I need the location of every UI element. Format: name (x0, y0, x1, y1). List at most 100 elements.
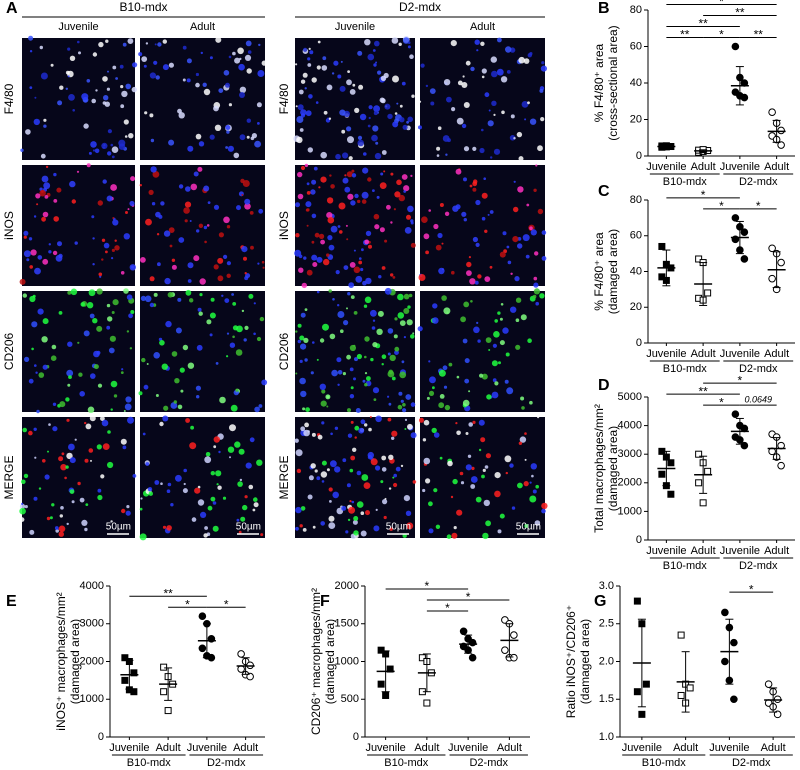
micrograph-texture (249, 211, 254, 215)
micrograph-texture (375, 141, 379, 145)
x-tick-label: Adult (691, 545, 716, 557)
row-label: MERGE (2, 455, 16, 499)
micrograph-texture (370, 357, 374, 362)
micrograph-texture (248, 293, 254, 299)
micrograph-texture (120, 438, 127, 445)
micrograph-texture (342, 177, 349, 184)
micrograph-texture (381, 467, 387, 472)
micrograph-texture (79, 391, 85, 397)
micrograph-texture (36, 203, 39, 206)
micrograph-texture (37, 255, 43, 260)
data-point (633, 597, 641, 605)
significance-label: * (185, 597, 190, 611)
micrograph-texture (488, 109, 491, 112)
micrograph-texture (153, 60, 158, 65)
micrograph-texture (65, 397, 70, 402)
micrograph-texture (125, 510, 131, 516)
micrograph-texture (329, 174, 332, 177)
micrograph-texture (514, 276, 520, 282)
micrograph-texture (360, 530, 367, 537)
micrograph-texture (354, 425, 360, 431)
micrograph-texture (125, 396, 132, 403)
micrograph-texture (45, 165, 49, 169)
micrograph-texture (34, 267, 41, 275)
micrograph-texture (418, 274, 426, 281)
micrograph-texture (110, 520, 113, 523)
micrograph-texture (381, 363, 384, 366)
micrograph-texture (363, 152, 367, 156)
micrograph-texture (347, 193, 354, 200)
data-point (160, 663, 168, 671)
group-label: B10-mdx (384, 757, 429, 769)
micrograph-texture (354, 436, 357, 439)
micrograph-texture (541, 508, 546, 514)
micrograph-texture (339, 230, 343, 234)
micrograph-texture (493, 331, 500, 338)
micrograph-texture (316, 476, 321, 481)
micrograph-texture (131, 86, 137, 93)
micrograph-texture (374, 152, 382, 160)
micrograph-texture (437, 126, 442, 130)
micrograph-texture (420, 63, 425, 68)
micrograph-texture (297, 193, 304, 200)
micrograph-texture (477, 274, 482, 279)
micrograph-texture (463, 301, 470, 308)
micrograph-texture (69, 457, 76, 464)
micrograph-texture (389, 527, 393, 531)
micrograph-texture (65, 70, 70, 75)
micrograph-texture (47, 450, 49, 453)
micrograph-texture (366, 376, 371, 381)
micrograph-texture (451, 107, 456, 112)
micrograph-texture (478, 419, 485, 426)
micrograph-texture (42, 258, 49, 265)
micrograph-texture (328, 289, 332, 293)
significance-label: ** (698, 384, 708, 398)
micrograph-texture (372, 342, 378, 348)
micrograph-texture (485, 520, 491, 527)
significance-label: * (719, 0, 724, 9)
micrograph-texture (189, 298, 194, 303)
micrograph-texture (397, 404, 403, 410)
micrograph-texture (206, 224, 210, 227)
micrograph-texture (123, 410, 126, 412)
micrograph-texture (463, 177, 467, 182)
micrograph-texture (328, 117, 332, 120)
micrograph-texture (428, 360, 431, 363)
micrograph-texture (380, 172, 384, 176)
micrograph-texture (365, 230, 372, 237)
micrograph-texture (470, 476, 478, 483)
data-point (658, 242, 666, 250)
micrograph-texture (153, 292, 158, 297)
group-label: B10-mdx (663, 560, 708, 572)
micrograph-texture (407, 41, 411, 44)
micrograph-texture (53, 216, 59, 222)
significance-label: * (701, 188, 706, 202)
micrograph-texture (334, 426, 339, 430)
micrograph-texture (319, 338, 325, 343)
micrograph-texture (175, 327, 182, 334)
micrograph-texture (239, 478, 243, 482)
group-label: B10-mdx (642, 757, 687, 769)
micrograph-texture (356, 470, 362, 476)
micrograph-texture (299, 359, 303, 363)
micrograph-texture (33, 215, 37, 218)
micrograph-texture (43, 118, 47, 122)
micrograph-texture (101, 258, 104, 261)
x-tick-label: Adult (497, 742, 522, 754)
micrograph-texture (391, 376, 396, 381)
micrograph-texture (405, 394, 412, 400)
micrograph-texture (88, 448, 94, 453)
micrograph-texture (300, 312, 306, 318)
micrograph-texture (238, 530, 242, 534)
micrograph-texture (304, 308, 308, 311)
micrograph-texture (310, 371, 314, 375)
micrograph-texture (372, 125, 379, 132)
micrograph-texture (443, 79, 451, 86)
micrograph-texture (335, 270, 340, 275)
micrograph-texture (369, 416, 372, 418)
micrograph-texture (493, 148, 501, 155)
micrograph-texture (347, 518, 351, 522)
micrograph-texture (295, 202, 300, 208)
micrograph-texture (120, 85, 124, 89)
micrograph-texture (405, 510, 412, 516)
